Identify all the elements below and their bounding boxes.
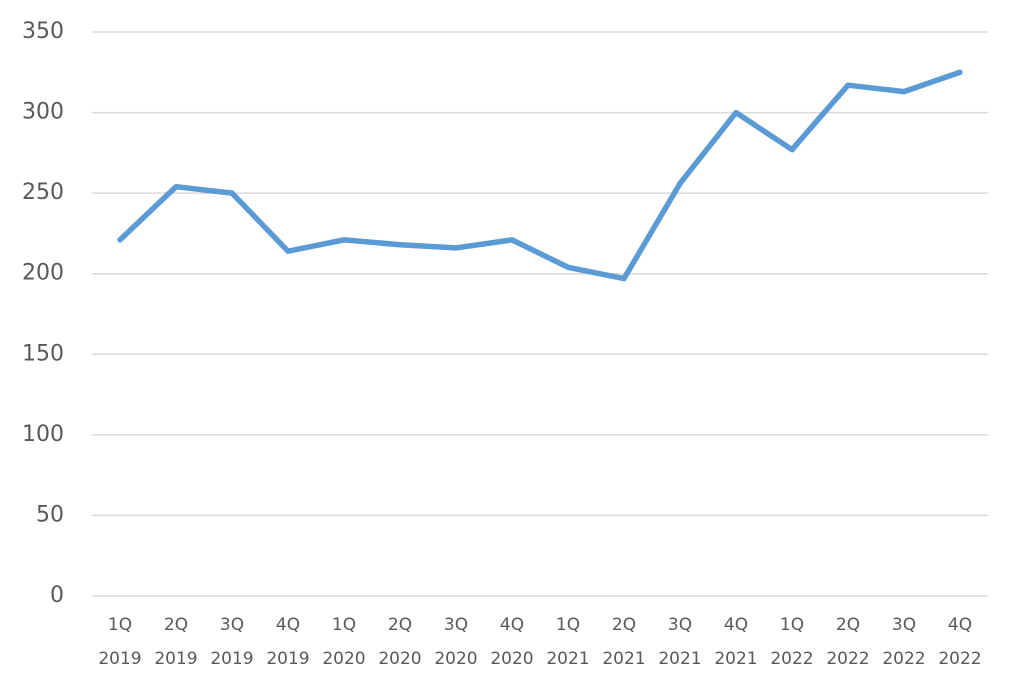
y-tick-label: 0 (50, 583, 64, 608)
y-tick-label: 250 (22, 180, 64, 205)
y-tick-label: 50 (36, 502, 64, 527)
x-tick-label: 1Q (332, 615, 356, 635)
x-tick-label: 3Q (444, 615, 468, 635)
x-tick-label: 2019 (154, 649, 197, 669)
x-tick-label: 2021 (546, 649, 589, 669)
x-tick-label: 2021 (602, 649, 645, 669)
x-tick-label: 2Q (612, 615, 636, 635)
x-tick-label: 3Q (892, 615, 916, 635)
x-tick-label: 2019 (210, 649, 253, 669)
x-tick-label: 2020 (434, 649, 477, 669)
y-tick-label: 200 (22, 261, 64, 286)
x-tick-label: 2022 (770, 649, 813, 669)
x-tick-label: 2019 (98, 649, 141, 669)
x-tick-label: 2Q (164, 615, 188, 635)
x-tick-label: 2020 (378, 649, 421, 669)
x-tick-label: 4Q (724, 615, 748, 635)
y-tick-label: 150 (22, 341, 64, 366)
x-tick-label: 1Q (780, 615, 804, 635)
data-line (117, 69, 963, 282)
y-tick-label: 100 (22, 422, 64, 447)
x-tick-label: 3Q (668, 615, 692, 635)
x-tick-label: 2Q (388, 615, 412, 635)
x-tick-label: 4Q (948, 615, 972, 635)
x-tick-label: 2Q (836, 615, 860, 635)
x-tick-label: 2020 (490, 649, 533, 669)
x-tick-label: 2021 (658, 649, 701, 669)
x-tick-label: 1Q (556, 615, 580, 635)
x-tick-label: 4Q (500, 615, 524, 635)
x-tick-label: 2022 (938, 649, 981, 669)
y-tick-label: 300 (22, 100, 64, 125)
y-tick-label: 350 (22, 19, 64, 44)
x-tick-label: 2019 (266, 649, 309, 669)
x-tick-label: 1Q (108, 615, 132, 635)
x-tick-label: 2021 (714, 649, 757, 669)
x-tick-label: 2022 (826, 649, 869, 669)
x-tick-label: 4Q (276, 615, 300, 635)
x-tick-label: 2020 (322, 649, 365, 669)
x-tick-label: 3Q (220, 615, 244, 635)
x-tick-label: 2022 (882, 649, 925, 669)
